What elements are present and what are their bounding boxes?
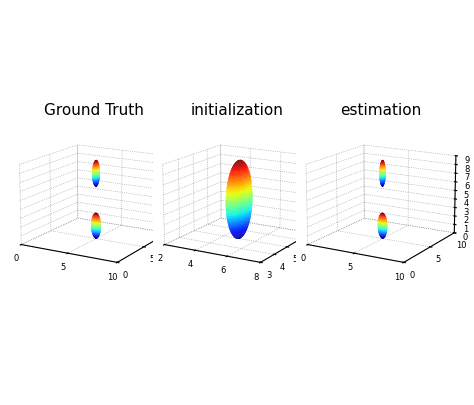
Title: initialization: initialization bbox=[191, 102, 283, 117]
Title: estimation: estimation bbox=[340, 102, 421, 117]
Title: Ground Truth: Ground Truth bbox=[44, 102, 144, 117]
